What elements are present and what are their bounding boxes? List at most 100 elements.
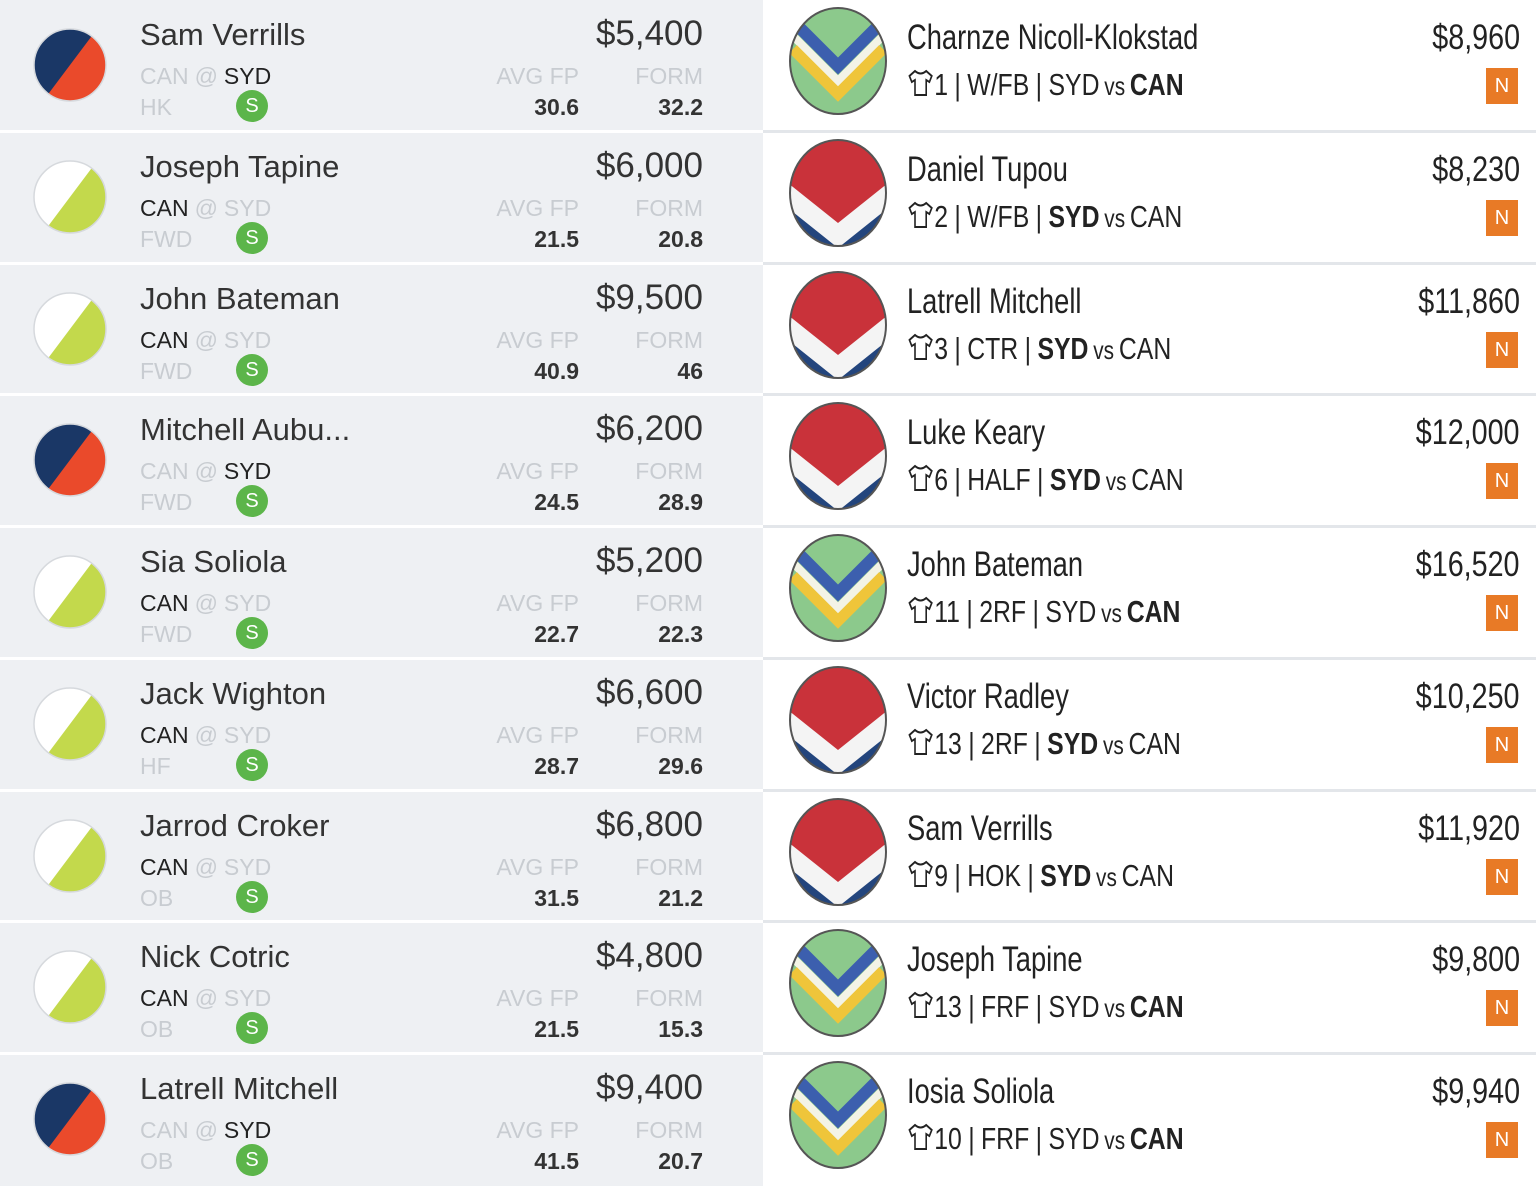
matchup-part: @ <box>194 985 218 1012</box>
avg-value: 28.7 <box>534 752 579 779</box>
status-badge-text: N <box>1494 1129 1510 1152</box>
status-badge-text: N <box>1494 865 1510 888</box>
jersey-fill <box>34 556 106 629</box>
jersey-fill <box>34 424 106 497</box>
player-info: 3 | CTR | SYD vs CAN <box>907 332 1171 364</box>
position: W/FB <box>967 198 1030 234</box>
price: $8,230 <box>1432 149 1520 189</box>
status-badge: N <box>1486 858 1518 895</box>
separator: | <box>1024 330 1032 366</box>
matchup-part: vs <box>1093 334 1115 365</box>
matchup-part: CAN <box>1131 462 1184 498</box>
row-divider <box>763 920 1536 924</box>
matchup-part: CAN <box>1129 1121 1184 1157</box>
status-badge-text: S <box>245 753 259 776</box>
matchup-part: SYD <box>223 985 272 1012</box>
separator: | <box>1027 857 1034 893</box>
player-name: Iosia Soliola <box>907 1072 1055 1112</box>
player-name: Sia Soliola <box>140 544 287 580</box>
matchup-part: @ <box>194 63 218 89</box>
jersey-half <box>34 160 100 233</box>
matchup-part: @ <box>194 1117 218 1144</box>
flag-ring <box>789 138 887 247</box>
avg-value: 21.5 <box>534 225 579 252</box>
position: FWD <box>140 621 193 648</box>
matchup-part: SYD <box>223 853 272 880</box>
matchup-part: vs <box>1102 729 1124 760</box>
position: OB <box>140 1016 174 1043</box>
jersey-number: 10 <box>934 1121 962 1157</box>
jersey-number: 2 <box>934 198 948 234</box>
matchup-part: vs <box>1104 1125 1126 1156</box>
separator: | <box>1035 989 1043 1025</box>
position: FWD <box>140 225 193 252</box>
matchup: CAN @ SYD <box>140 196 271 220</box>
status-badge: S <box>236 1144 268 1177</box>
position: HF <box>140 752 171 779</box>
matchup-part: @ <box>194 853 218 880</box>
price: $6,800 <box>595 804 703 844</box>
price: $11,920 <box>1418 808 1520 848</box>
avg-value: 41.5 <box>534 1148 579 1175</box>
flag-fill <box>790 535 886 642</box>
row-divider <box>763 261 1536 265</box>
flag-ring <box>789 665 887 774</box>
matchup-part: SYD <box>1048 198 1100 234</box>
avg-label: AVG FP <box>496 458 579 485</box>
player-name: Charnze Nicoll-Klokstad <box>907 18 1199 57</box>
separator: | <box>954 67 961 102</box>
avg-label: AVG FP <box>496 721 579 748</box>
status-badge: N <box>1486 726 1518 763</box>
avg-label: AVG FP <box>496 194 579 221</box>
status-badge: S <box>236 90 268 122</box>
matchup-part: CAN <box>140 853 189 880</box>
team-jersey <box>33 160 107 234</box>
flag-fill <box>790 666 886 773</box>
jersey-ring <box>33 818 107 893</box>
status-badge-text: S <box>245 490 259 513</box>
row-divider <box>763 129 1536 133</box>
jersey-half <box>34 951 100 1024</box>
row-divider <box>763 656 1536 660</box>
avg-value: 24.5 <box>534 489 579 516</box>
player-info: 13 | 2RF | SYD vs CAN <box>907 727 1181 759</box>
shirt-icon <box>908 596 933 624</box>
status-badge: S <box>236 485 268 518</box>
matchup: CAN @ SYD <box>140 723 271 747</box>
shirt-icon <box>908 860 933 887</box>
team-jersey <box>33 291 107 366</box>
row-divider <box>763 1052 1536 1056</box>
matchup-part: SYD <box>223 1117 272 1144</box>
form-label: FORM <box>635 985 703 1012</box>
flag-white <box>790 560 886 614</box>
jersey-ring <box>33 28 107 102</box>
form-label: FORM <box>635 721 703 748</box>
team-jersey <box>33 687 107 761</box>
jersey-ring <box>33 291 107 366</box>
status-badge-text: S <box>245 95 259 117</box>
jersey-number: 1 <box>934 67 948 102</box>
jersey-ring <box>33 687 107 761</box>
matchup-part: SYD <box>1049 462 1101 498</box>
row-divider <box>0 393 763 397</box>
status-badge-text: S <box>245 885 259 908</box>
jersey-fill <box>34 951 106 1024</box>
flag-white <box>790 33 886 87</box>
jersey-half <box>34 1083 100 1156</box>
status-badge: S <box>236 1012 268 1045</box>
price: $12,000 <box>1416 413 1520 453</box>
form-value: 29.6 <box>658 752 703 779</box>
position: FWD <box>140 357 193 384</box>
form-value: 20.8 <box>658 225 703 252</box>
team-jersey <box>33 555 107 629</box>
price: $6,200 <box>595 409 703 449</box>
matchup-part: vs <box>1104 993 1126 1024</box>
position: 2RF <box>979 594 1027 630</box>
matchup-part: CAN <box>140 590 189 617</box>
status-badge: S <box>236 353 268 386</box>
shirt-path <box>908 728 933 755</box>
player-name: Latrell Mitchell <box>907 281 1082 321</box>
matchup: CAN @ SYD <box>140 65 271 88</box>
status-badge-text: N <box>1494 997 1510 1020</box>
jersey-number: 9 <box>934 857 948 893</box>
